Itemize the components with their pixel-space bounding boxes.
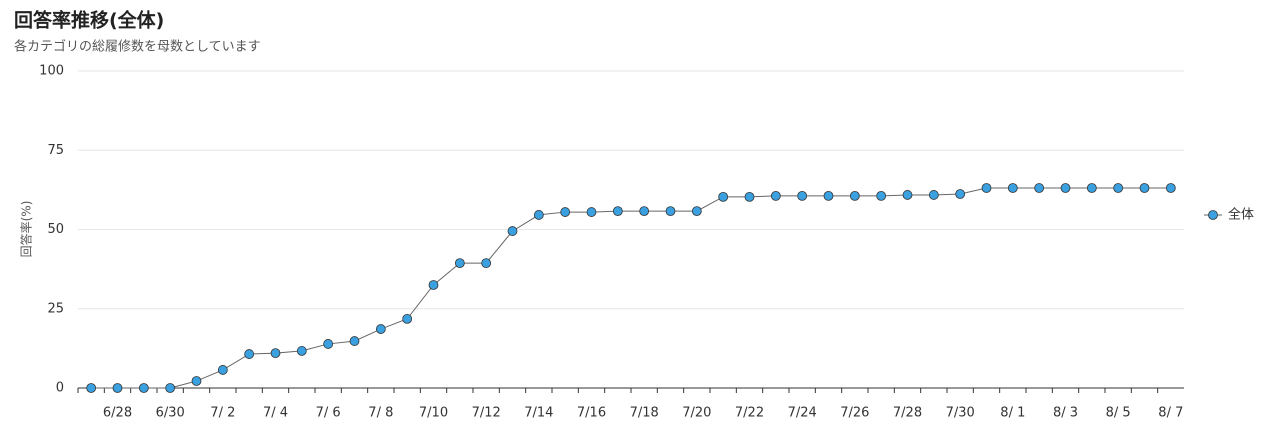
data-point [86, 383, 97, 393]
x-tick-label: 7/22 [735, 406, 764, 421]
data-point [323, 339, 334, 349]
x-tick-label: 8/ 5 [1106, 406, 1131, 421]
y-tick-label: 100 [39, 64, 64, 79]
data-point [349, 336, 360, 346]
x-tick-label: 7/ 8 [368, 406, 393, 421]
data-point [217, 365, 228, 375]
x-tick-label: 7/16 [577, 406, 606, 421]
data-point [928, 190, 939, 200]
data-point [691, 206, 702, 217]
x-tick-label: 7/10 [419, 406, 448, 421]
data-point [849, 190, 860, 201]
data-point [1086, 183, 1097, 193]
x-tick-label: 7/28 [893, 406, 922, 421]
x-tick-label: 7/ 6 [316, 406, 341, 421]
data-point [718, 191, 729, 202]
data-point [744, 191, 755, 202]
data-point [823, 190, 834, 201]
data-point [428, 280, 439, 290]
legend-marker [1208, 210, 1218, 220]
x-tick-label: 7/ 2 [210, 406, 235, 421]
data-point [244, 349, 255, 359]
x-tick-label: 7/14 [524, 406, 553, 421]
data-point [112, 383, 123, 393]
data-point [1113, 183, 1124, 193]
data-point [1139, 183, 1150, 193]
data-point [533, 210, 544, 220]
x-tick-label: 7/20 [682, 406, 711, 421]
x-tick-label: 6/30 [156, 406, 185, 421]
x-tick-label: 7/18 [630, 406, 659, 421]
data-point [770, 190, 781, 201]
data-point [612, 206, 623, 217]
data-point [481, 258, 492, 269]
data-point [981, 183, 992, 193]
data-point [191, 376, 202, 386]
data-point [639, 206, 650, 217]
legend-label: 全体 [1228, 207, 1254, 223]
x-tick-label: 7/30 [946, 406, 975, 421]
x-tick-label: 8/ 1 [1000, 406, 1025, 421]
data-point [1060, 183, 1071, 193]
data-point [1007, 183, 1018, 193]
data-point [876, 190, 887, 201]
data-point [402, 313, 413, 324]
x-tick-label: 6/28 [103, 406, 132, 421]
x-tick-label: 7/26 [840, 406, 869, 421]
x-tick-label: 7/ 4 [263, 406, 288, 421]
data-point [955, 189, 966, 199]
data-point [138, 383, 149, 393]
x-tick-label: 8/ 7 [1158, 406, 1183, 421]
data-point [797, 190, 808, 201]
data-point [1165, 183, 1176, 193]
y-tick-label: 25 [47, 301, 64, 316]
data-point [1034, 183, 1045, 193]
x-tick-label: 7/24 [788, 406, 817, 421]
data-point [165, 383, 176, 393]
data-point [586, 207, 597, 217]
y-tick-label: 75 [47, 143, 64, 158]
y-tick-label: 0 [56, 381, 64, 396]
data-point [296, 346, 307, 356]
data-point [665, 206, 676, 217]
y-tick-label: 50 [47, 222, 64, 237]
data-point [560, 207, 571, 217]
y-axis-label: 回答率(%) [19, 201, 34, 258]
data-point [454, 258, 465, 269]
data-point [270, 348, 281, 359]
data-point [375, 324, 386, 334]
chart-subtitle: 各カテゴリの総履修数を母数としています [14, 39, 261, 55]
data-point [902, 190, 913, 200]
x-tick-label: 8/ 3 [1053, 406, 1078, 421]
series-line [91, 187, 1171, 389]
data-point [507, 226, 518, 236]
x-tick-label: 7/12 [472, 406, 501, 421]
chart-title: 回答率推移(全体) [14, 9, 164, 32]
